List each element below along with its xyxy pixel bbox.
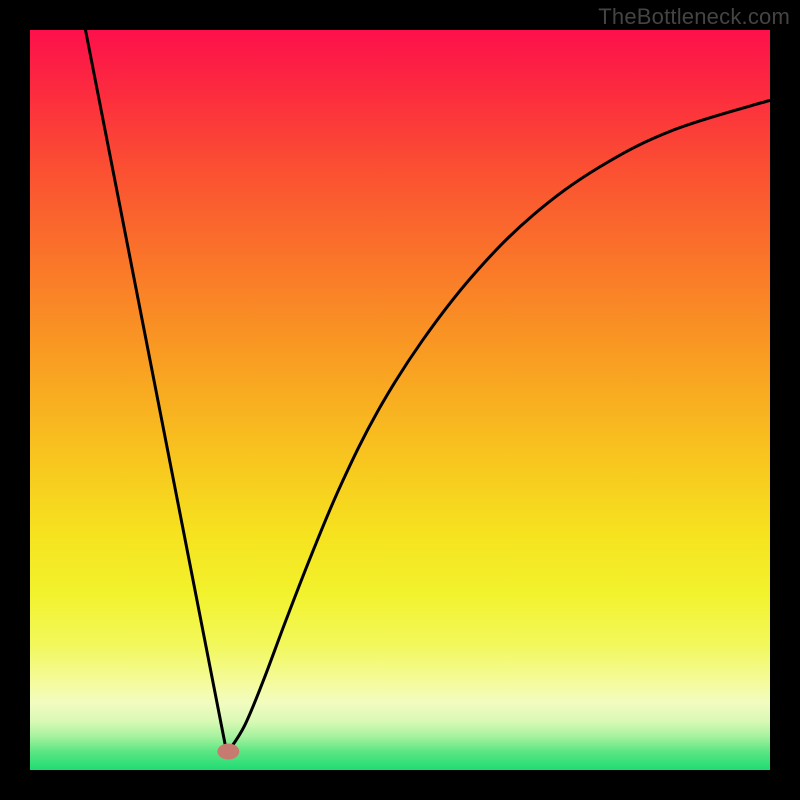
frame-border-right — [770, 0, 800, 800]
bottleneck-chart — [0, 0, 800, 800]
frame-border-bottom — [0, 770, 800, 800]
minimum-marker — [217, 744, 239, 760]
plot-background — [30, 30, 770, 770]
frame-border-left — [0, 0, 30, 800]
watermark-text: TheBottleneck.com — [598, 4, 790, 30]
chart-frame: TheBottleneck.com — [0, 0, 800, 800]
